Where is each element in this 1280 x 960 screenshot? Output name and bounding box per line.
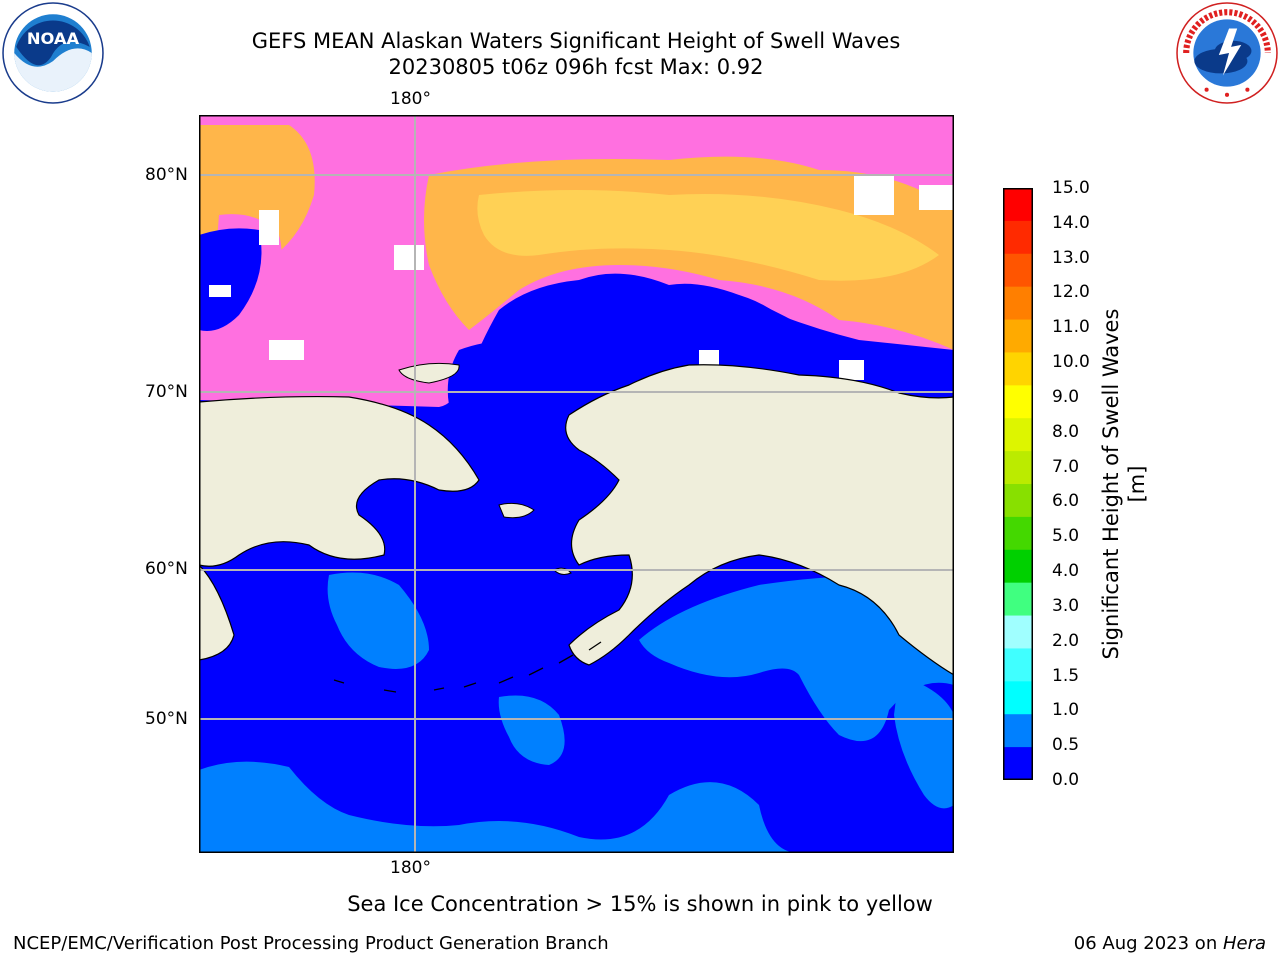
colorbar-segment (1003, 582, 1033, 617)
colorbar-segment (1003, 615, 1033, 649)
colorbar-tick-label: 7.0 (1052, 456, 1080, 477)
colorbar-tick-label: 5.0 (1052, 526, 1080, 547)
land-st-lawrence-island (498, 502, 535, 519)
sea-ice-note: Sea Ice Concentration > 15% is shown in … (347, 892, 933, 916)
colorbar-tick-label: 0.0 (1052, 770, 1080, 790)
land-chukotka (199, 395, 480, 567)
colorbar-segment (1003, 451, 1033, 485)
colorbar (1003, 188, 1033, 780)
chart-title: GEFS MEAN Alaskan Waters Significant Hei… (251, 29, 901, 53)
colorbar-segment (1003, 484, 1033, 518)
colorbar-segment (1003, 188, 1033, 222)
footer-date: 06 Aug 2023 on Hera (1074, 933, 1266, 955)
latitude-label-60n: 60°N (145, 559, 188, 579)
longitude-label-bottom: 180° (390, 858, 431, 878)
colorbar-tick-label: 2.0 (1052, 630, 1080, 651)
colorbar-tick-label: 11.0 (1052, 317, 1090, 338)
colorbar-segment (1003, 286, 1033, 321)
colorbar-segment (1003, 549, 1033, 584)
colorbar-tick-label: 1.0 (1052, 700, 1080, 721)
colorbar-segment (1003, 319, 1033, 353)
colorbar-tick-label: 9.0 (1052, 386, 1080, 407)
latitude-label-80n: 80°N (145, 165, 188, 185)
colorbar-tick-label: 10.0 (1052, 352, 1090, 373)
ocean-mid-swell-areas (199, 572, 954, 853)
colorbar-segment (1003, 385, 1033, 419)
colorbar-segment (1003, 714, 1033, 748)
colorbar-segment (1003, 220, 1033, 255)
colorbar-tick-label: 12.0 (1052, 282, 1090, 303)
aleutian-islands (333, 641, 602, 693)
noaa-logo-text: NOAA (27, 29, 80, 48)
colorbar-segment (1003, 747, 1033, 780)
colorbar-segment (1003, 516, 1033, 551)
colorbar-label: Significant Height of Swell Waves [m] (1099, 308, 1149, 660)
colorbar-segment (1003, 648, 1033, 682)
land-alaska (565, 364, 954, 676)
chart-subtitle: 20230805 t06z 096h fcst Max: 0.92 (388, 55, 764, 79)
latitude-label-50n: 50°N (145, 709, 188, 729)
colorbar-tick-label: 0.5 (1052, 735, 1080, 756)
footer-branch: NCEP/EMC/Verification Post Processing Pr… (13, 933, 609, 954)
footer-host: Hera (1222, 933, 1266, 954)
map-border (199, 115, 954, 853)
colorbar-segment (1003, 352, 1033, 386)
colorbar-tick-label: 1.5 (1052, 665, 1080, 686)
colorbar-tick-label: 8.0 (1052, 421, 1080, 442)
colorbar-segment (1003, 418, 1033, 452)
land-kamchatka (199, 564, 235, 661)
colorbar-tick-label: 15.0 (1052, 178, 1090, 198)
graticule (199, 115, 954, 853)
colorbar-segment (1003, 253, 1033, 288)
colorbar-tick-label: 14.0 (1052, 212, 1090, 233)
colorbar-tick-label: 13.0 (1052, 247, 1090, 268)
latitude-label-70n: 70°N (145, 382, 188, 402)
longitude-label-top: 180° (390, 89, 431, 109)
noaa-logo: NOAA (2, 2, 104, 104)
colorbar-tick-label: 4.0 (1052, 561, 1080, 582)
colorbar-tick-label: 6.0 (1052, 491, 1080, 512)
swell-height-map (199, 115, 954, 853)
colorbar-tick-label: 3.0 (1052, 595, 1080, 616)
footer-date-text: 06 Aug 2023 on (1073, 933, 1223, 954)
nws-logo (1176, 2, 1278, 104)
colorbar-segment (1003, 681, 1033, 715)
